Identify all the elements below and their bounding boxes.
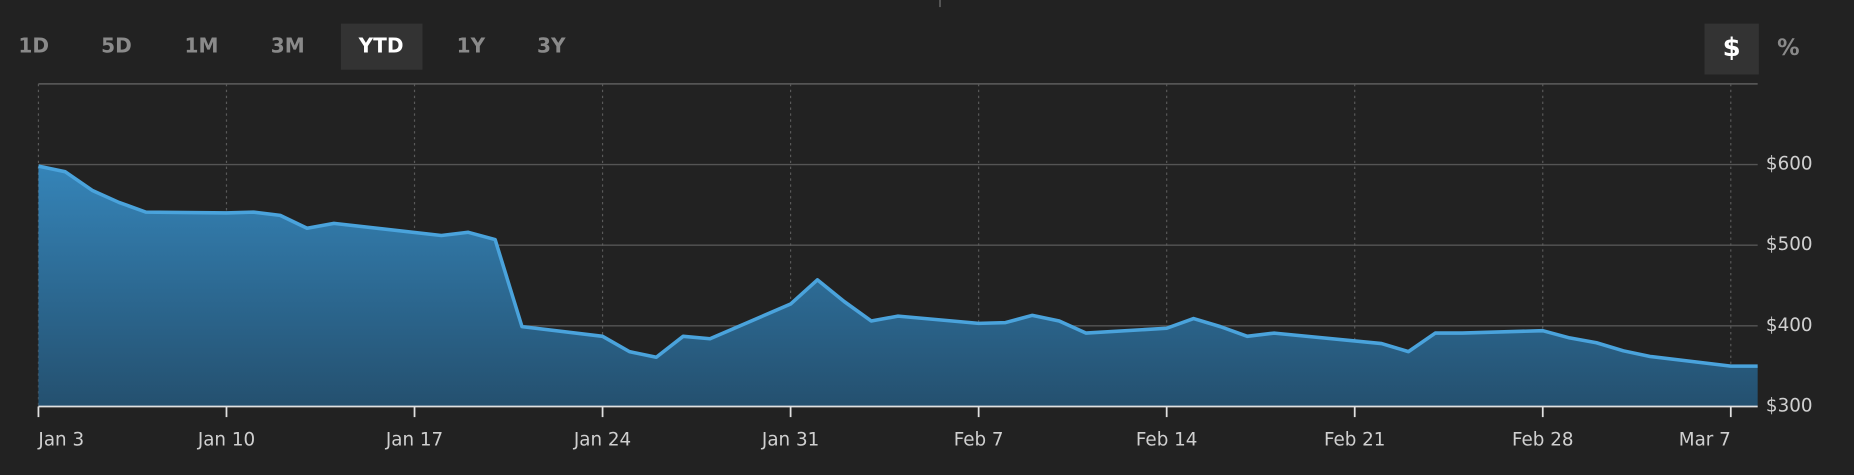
unit-button[interactable]: $ [1723, 33, 1741, 63]
y-tick-label: $400 [1766, 315, 1813, 336]
unit-button-bg [1704, 23, 1759, 75]
x-tick-label: Feb 21 [1324, 430, 1386, 451]
y-tick-label: $300 [1766, 395, 1813, 416]
range-button[interactable]: 1Y [457, 34, 486, 58]
range-button[interactable]: YTD [358, 34, 404, 58]
range-button[interactable]: 5D [101, 34, 132, 58]
range-button-bg [340, 23, 423, 70]
x-tick-label: Jan 3 [37, 430, 84, 451]
x-tick-label: Feb 28 [1512, 430, 1574, 451]
line [38, 164, 1758, 368]
x-tick-label: Jan 31 [761, 430, 819, 451]
unit-button[interactable]: % [1777, 35, 1799, 61]
y-tick-label: $500 [1766, 234, 1813, 255]
range-button[interactable]: 3Y [537, 34, 566, 58]
range-button[interactable]: 3M [271, 34, 305, 58]
x-tick-label: Mar 7 [1679, 430, 1731, 451]
area [38, 166, 1758, 407]
x-tick-label: Jan 17 [385, 430, 443, 451]
y-tick-label: $600 [1766, 154, 1813, 175]
x-tick-label: Feb 7 [954, 430, 1004, 451]
x-tick-label: Jan 24 [573, 430, 631, 451]
range-button[interactable]: 1D [18, 34, 49, 58]
range-button[interactable]: 1M [185, 34, 219, 58]
x-tick-label: Feb 14 [1136, 430, 1198, 451]
x-tick-label: Jan 10 [197, 430, 255, 451]
